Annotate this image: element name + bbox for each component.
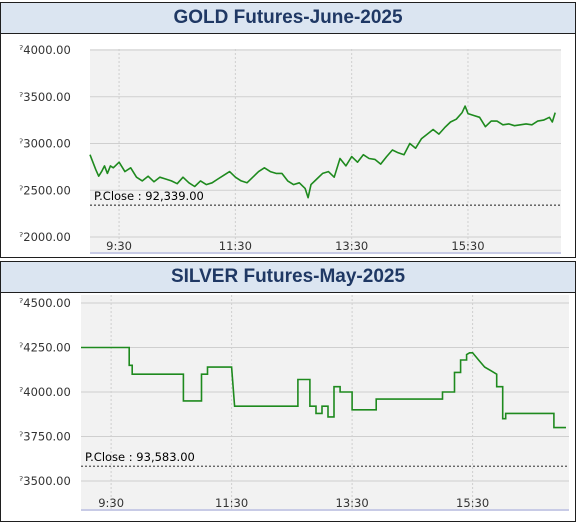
gold-plot-background [90,49,561,253]
silver-x-tick-label: 15:30 [456,496,489,510]
gold-x-tick-label: 15:30 [451,239,484,253]
silver-y-tick-label: ˀ4000.00 [19,385,71,399]
gold-y-tick-label: ˀ3000.00 [19,137,71,151]
silver-y-tick-label: ˀ4250.00 [19,341,71,355]
silver-chart-title: SILVER Futures-May-2025 [1,262,575,293]
gold-price-line [89,105,556,199]
silver-y-tick-label: ˀ3500.00 [19,474,71,488]
gold-chart-title: GOLD Futures-June-2025 [1,3,575,34]
gold-y-tick-label: ˀ4000.00 [19,43,71,57]
gold-y-tick-label: ˀ2500.00 [19,183,71,197]
gold-x-tick-label: 13:30 [335,239,368,253]
silver-prev-close-label: P.Close : 93,583.00 [85,450,195,464]
gold-prev-close-label: P.Close : 92,339.00 [94,189,204,203]
gold-line-chart: ˀ4000.00 ˀ3500.00 ˀ3000.00 ˀ2500.00 ˀ200… [19,43,561,254]
silver-line-chart: ˀ4500.00 ˀ4250.00 ˀ4000.00 ˀ3750.00 ˀ350… [19,295,569,511]
gold-y-tick-label: ˀ3500.00 [19,90,71,104]
silver-x-tick-label: 13:30 [336,496,369,510]
silver-y-tick-label: ˀ3750.00 [19,430,71,444]
gold-chart-panel: GOLD Futures-June-2025 ˀ4000.00 ˀ3500.00… [0,2,576,258]
gold-x-tick-label: 9:30 [106,239,132,253]
silver-price-line [81,346,566,429]
silver-chart-panel: SILVER Futures-May-2025 ˀ4500.00 ˀ4250.0… [0,261,576,522]
gold-y-tick-label: ˀ2000.00 [19,230,71,244]
silver-y-tick-label: ˀ4500.00 [19,296,71,310]
gold-x-tick-label: 11:30 [219,239,252,253]
silver-x-tick-label: 9:30 [98,496,124,510]
silver-x-tick-label: 11:30 [215,496,248,510]
silver-plot-background [81,295,569,510]
